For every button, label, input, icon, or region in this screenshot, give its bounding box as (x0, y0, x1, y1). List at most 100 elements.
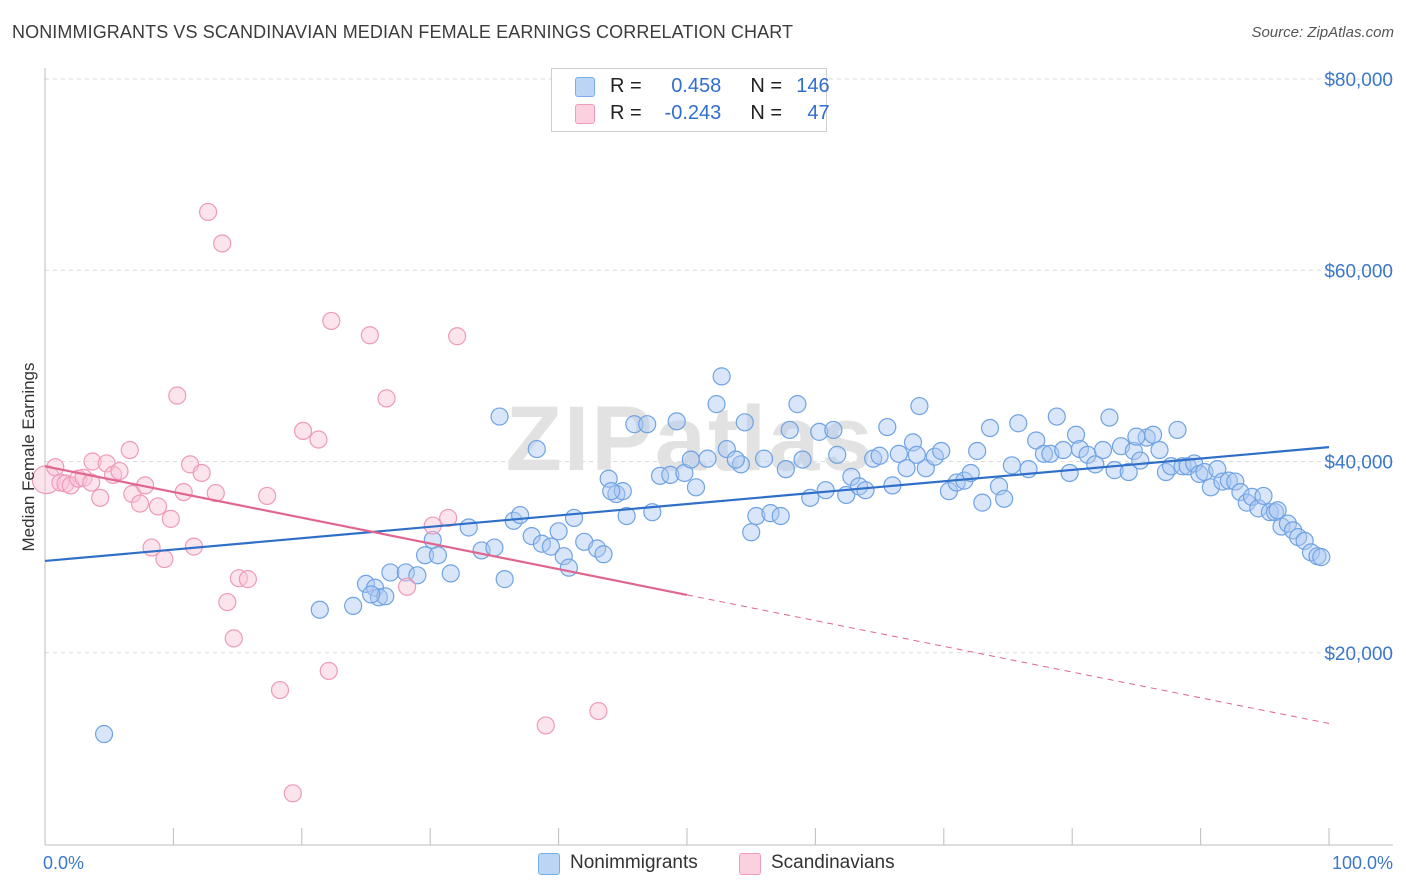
nonimmigrants-point (602, 482, 621, 501)
nonimmigrants-point (1119, 462, 1138, 482)
scandinavians-point (283, 784, 302, 803)
nonimmigrants-point (541, 537, 560, 556)
scandinavians-point (91, 488, 110, 507)
nonimmigrants-point (870, 446, 889, 465)
nonimmigrants-point (495, 570, 514, 589)
nonimmigrants-point (549, 522, 568, 541)
nonimmigrants-point (408, 566, 427, 585)
nonimmigrants-point (842, 467, 861, 486)
y-tick-label: $80,000 (1324, 70, 1393, 91)
scandinavians-point (319, 661, 338, 681)
nonimmigrants-point (707, 395, 726, 414)
nonimmigrants-point (510, 505, 530, 525)
nonimmigrants-point (1213, 472, 1232, 491)
y-axis-label: Median Female Earnings (19, 363, 38, 552)
bottom-legend-label-nonimmigrants: Nonimmigrants (570, 852, 698, 873)
nonimmigrants-point (726, 450, 745, 469)
nonimmigrants-point (980, 418, 1000, 438)
nonimmigrants-point (1027, 431, 1046, 450)
nonimmigrants-point (441, 564, 460, 583)
nonimmigrants-point (780, 420, 799, 440)
bottom-legend-swatch-nonimmigrants (538, 853, 560, 875)
scandinavians-point (148, 497, 168, 516)
nonimmigrants-point (698, 449, 717, 468)
nonimmigrants-point (1131, 451, 1150, 470)
scandinavians-point (536, 716, 555, 735)
scandinavians-point (168, 386, 187, 405)
scandinavians-point (322, 311, 341, 331)
nonimmigrants-point (742, 523, 761, 542)
nonimmigrants-point (559, 558, 578, 577)
nonimmigrants-point (686, 478, 706, 497)
nonimmigrants-point (717, 439, 736, 459)
x-tick-labels: 0.0% 100.0% (43, 853, 1393, 873)
nonimmigrants-point (1168, 420, 1187, 440)
nonimmigrants-point (897, 459, 916, 478)
nonimmigrants-point (1201, 478, 1220, 497)
nonimmigrants-point (761, 504, 780, 523)
nonimmigrants-point (1047, 407, 1066, 426)
scandinavians-point (51, 473, 70, 492)
nonimmigrants-point (415, 546, 435, 565)
legend-n-value: 146 (796, 75, 830, 97)
nonimmigrants-point (712, 367, 731, 386)
nonimmigrants-point (1124, 441, 1143, 461)
nonimmigrants-point (735, 413, 754, 432)
nonimmigrants-point (1034, 444, 1054, 463)
legend-n-label: N = (750, 75, 783, 97)
nonimmigrants-point (776, 460, 795, 479)
scandinavians-trend-extension (686, 594, 1330, 725)
scandinavians-point (309, 430, 328, 449)
scandinavians-point (192, 463, 211, 483)
nonimmigrants-point (1312, 548, 1331, 567)
y-tick-label: $20,000 (1324, 644, 1393, 665)
scandinavians-point (83, 452, 102, 471)
nonimmigrants-point (1143, 425, 1163, 444)
nonimmigrants-point (344, 596, 363, 615)
y-tick-label: $60,000 (1324, 261, 1393, 282)
bottom-legend-swatch-scandinavians (739, 853, 761, 875)
nonimmigrants-point (856, 481, 875, 500)
nonimmigrants-point (1002, 456, 1021, 475)
nonimmigrants-point (459, 518, 478, 537)
nonimmigrants-point (490, 407, 509, 426)
scandinavians-point (238, 570, 257, 589)
y-tick-label: $40,000 (1324, 453, 1393, 474)
nonimmigrants-point (638, 415, 657, 434)
scandinavians-points (31, 202, 608, 803)
nonimmigrants-point (1100, 408, 1119, 427)
legend-r-label: R = (610, 102, 642, 124)
nonimmigrants-point (968, 441, 987, 461)
nonimmigrants-point (594, 545, 613, 564)
nonimmigrants-point (362, 585, 381, 604)
y-tick-labels: $20,000 $40,000 $60,000 $80,000 (1324, 70, 1393, 665)
nonimmigrants-point (310, 600, 329, 619)
scandinavians-point (155, 549, 174, 569)
legend-swatch-nonimmigrants (575, 77, 595, 97)
nonimmigrants-point (625, 415, 644, 434)
nonimmigrants-point (1150, 440, 1169, 460)
nonimmigrants-point (771, 506, 790, 526)
scandinavians-point (377, 389, 396, 408)
scandinavians-point (198, 202, 218, 222)
gridlines (45, 78, 1393, 654)
nonimmigrants-point (824, 420, 843, 440)
legend-n-value: 47 (807, 102, 830, 124)
correlation-legend: R = 0.458 N = 146 R = -0.243 N = 47 (551, 68, 830, 132)
scandinavians-point (218, 592, 237, 612)
nonimmigrants-point (617, 506, 636, 526)
nonimmigrants-point (681, 450, 700, 469)
nonimmigrants-point (1254, 486, 1273, 506)
nonimmigrants-point (661, 465, 680, 484)
nonimmigrants-point (810, 422, 829, 441)
nonimmigrants-point (1173, 457, 1192, 476)
nonimmigrants-point (1219, 471, 1238, 490)
scandinavians-point (130, 494, 150, 513)
scandinavians-point (360, 326, 379, 345)
nonimmigrants-point (554, 547, 573, 566)
scandinavians-point (397, 577, 417, 596)
scandinavians-point (448, 327, 467, 346)
axes (44, 68, 1393, 846)
scandinavians-trend-line (44, 465, 688, 596)
nonimmigrants-point (747, 506, 766, 526)
